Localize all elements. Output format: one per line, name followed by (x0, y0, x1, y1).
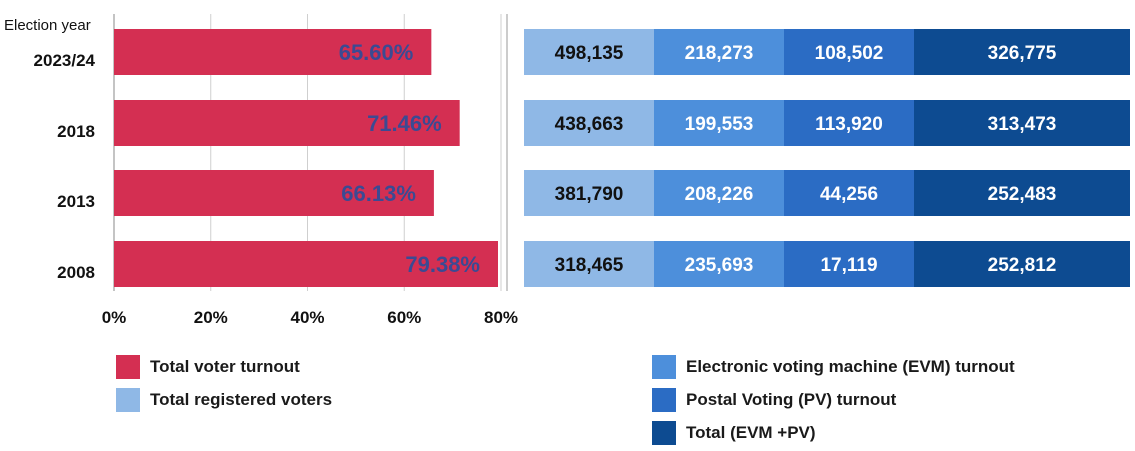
legend-item-total-voter-turnout: Total voter turnout (116, 355, 300, 379)
table-cell (654, 170, 784, 216)
table-cell (654, 100, 784, 146)
table-cell-value: 252,812 (988, 255, 1057, 276)
legend-swatch-total-evm-pv (652, 421, 676, 445)
bar (114, 170, 434, 216)
x-tick-label: 0% (102, 308, 127, 327)
legend-label-total-voter-turnout: Total voter turnout (150, 357, 300, 376)
legend-swatch-pv-turnout (652, 388, 676, 412)
bar (114, 241, 499, 287)
legend-label-pv-turnout: Postal Voting (PV) turnout (686, 390, 897, 409)
table-cell (524, 29, 654, 75)
table-cell-value: 44,256 (820, 184, 878, 205)
y-axis-title: Election year (4, 17, 91, 34)
table-cell (524, 100, 654, 146)
table-cell (914, 29, 1130, 75)
legend-label-total-registered-voters: Total registered voters (150, 390, 333, 409)
bar (114, 29, 432, 75)
table-cell-value: 252,483 (988, 184, 1057, 205)
table-cell (784, 241, 914, 287)
bar-value-label: 66.13% (341, 181, 416, 206)
table-cell-value: 318,465 (555, 255, 624, 276)
table-cell (524, 241, 654, 287)
legend-label-total-evm-pv: Total (EVM +PV) (686, 423, 816, 442)
table-cell-value: 199,553 (685, 114, 754, 135)
x-tick-label: 80% (484, 308, 518, 327)
bar (114, 100, 460, 146)
table-cell-value: 438,663 (555, 114, 624, 135)
table-cell (524, 170, 654, 216)
legend-item-total-evm-pv: Total (EVM +PV) (652, 421, 816, 445)
legend-label-evm-turnout: Electronic voting machine (EVM) turnout (686, 357, 1015, 376)
legend-item-pv-turnout: Postal Voting (PV) turnout (652, 388, 896, 412)
bar-value-label: 79.38% (405, 252, 480, 277)
x-tick-label: 60% (387, 308, 421, 327)
table-cell-value: 498,135 (555, 43, 624, 64)
table-cell (914, 100, 1130, 146)
category-label: 2023/24 (34, 51, 96, 70)
bar-value-label: 71.46% (367, 111, 442, 136)
legend-item-evm-turnout: Electronic voting machine (EVM) turnout (652, 355, 1015, 379)
table-cell-value: 17,119 (820, 255, 877, 276)
bar-value-label: 65.60% (339, 40, 414, 65)
table-cell (784, 170, 914, 216)
x-tick-label: 40% (290, 308, 324, 327)
x-tick-label: 20% (194, 308, 228, 327)
table-cell (784, 100, 914, 146)
legend-item-total-registered-voters: Total registered voters (116, 388, 332, 412)
category-label: 2018 (57, 122, 95, 141)
table-cell-value: 108,502 (815, 43, 884, 64)
table-cell-value: 313,473 (988, 114, 1057, 135)
table-cell-value: 208,226 (685, 184, 754, 205)
legend-swatch-total-voter-turnout (116, 355, 140, 379)
table-cell (654, 29, 784, 75)
table-cell-value: 235,693 (685, 255, 754, 276)
table-cell (914, 170, 1130, 216)
table-cell (914, 241, 1130, 287)
legend-swatch-total-registered-voters (116, 388, 140, 412)
table-cell (654, 241, 784, 287)
table-cell-value: 326,775 (988, 43, 1057, 64)
table-cell (784, 29, 914, 75)
category-label: 2013 (57, 192, 95, 211)
table-cell-value: 218,273 (685, 43, 754, 64)
table-cell-value: 113,920 (815, 114, 883, 135)
table-cell-value: 381,790 (555, 184, 624, 205)
legend-swatch-evm-turnout (652, 355, 676, 379)
category-label: 2008 (57, 263, 95, 282)
